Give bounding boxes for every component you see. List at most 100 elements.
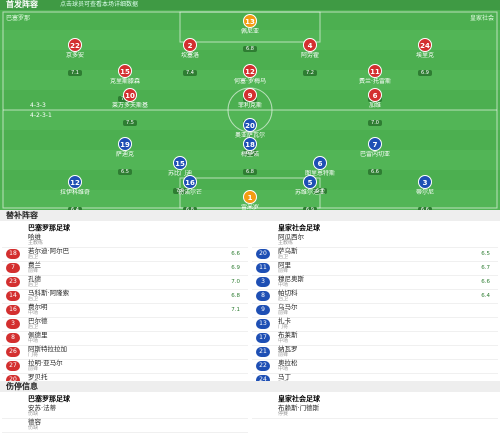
player-number: 9 [243,88,257,102]
injury-status: 停赛 [278,411,289,417]
player[interactable]: 7 巴雷内切亚 6.6 [335,137,415,177]
away-subs: 皇家社会足球 阿瓜西尔 主教练 20 萨乌斯 后卫 6.5 11 阿里 前锋 6.7 3 穆尼奥斯 中场 6… [252,222,498,388]
sub-row[interactable]: 14 马科斯·阿隆索 后卫 6.8 [2,290,248,304]
home-subs: 巴塞罗那足球 哈维 主教练 18 若尔迪·阿尔巴 后卫 6.6 7 费兰 前锋 6.9 23 孔德 后卫 7… [2,222,248,388]
sub-name: 阿里 [278,261,291,269]
player-name: 梅里诺 [240,151,259,158]
sub-row[interactable]: 22 奥拉松 中场 [252,360,498,374]
team-name: 巴塞罗那足球 [28,224,70,232]
sub-row[interactable]: 17 布莱斯 中场 [252,332,498,346]
sub-row[interactable]: 21 纳瓦罗 前锋 [252,346,498,360]
player[interactable]: 15 苏比门迪 7.0 [140,156,220,196]
sub-row[interactable]: 16 费尔明 中场 7.1 [2,304,248,318]
sub-position: 后卫 [28,254,39,260]
sub-number: 20 [6,375,20,385]
sub-row[interactable]: 26 阿斯特拉拉加 门将 [2,346,248,360]
player[interactable]: 12 拉伊科维奇 6.4 [35,175,115,210]
injury-name: 布赖斯·门德斯 [278,404,320,412]
sub-number: 16 [6,305,20,315]
sub-position: 中场 [28,310,39,316]
injury-row: 德容 伤缺 [2,419,248,433]
player[interactable]: 22 京多安 7.1 [35,38,115,78]
player[interactable]: 19 萨迪克 6.5 [85,137,165,177]
player[interactable]: 1 雷米罗 [210,190,290,210]
sub-number: 23 [6,277,20,287]
sub-rating: 7.1 [231,307,240,313]
player-name: 巴雷内切亚 [359,151,390,158]
sub-number: 27 [6,361,20,371]
player-name: 费兰·托雷斯 [359,78,391,85]
sub-row[interactable]: 3 穆尼奥斯 中场 6.6 [252,276,498,290]
player[interactable]: 13 佩尼亚 6.8 [210,14,290,54]
sub-row[interactable]: 13 扎卡 门将 [252,318,498,332]
player-name: 苏维尔迪亚 [294,189,325,196]
player-rating: 7.2 [303,70,317,76]
sub-number: 20 [256,249,270,259]
subtitle: 点击球员可查看本场详细数据 [60,1,139,8]
sub-position: 前锋 [28,366,39,372]
coach-role: 主教练 [28,240,44,246]
away-team: 皇家社会 [469,15,494,22]
player-number: 5 [303,175,317,189]
sub-row[interactable]: 8 佩德里 中场 [2,332,248,346]
player[interactable]: 20 奥亚萨瓦尔 6.9 [210,118,290,158]
player-number: 4 [303,38,317,52]
sub-row[interactable]: 23 孔德 后卫 7.0 [2,276,248,290]
player[interactable]: 3 蒂尔尼 6.6 [385,175,465,210]
away-formation: 4-2-3-1 [30,112,52,119]
sub-position: 中场 [278,366,289,372]
player-name: 埃里克 [415,52,434,59]
sub-name: 布莱斯 [278,331,298,339]
sub-row[interactable]: 7 费兰 前锋 6.9 [2,262,248,276]
player[interactable]: 6 加维 7.0 [335,88,415,128]
injury-name: 德容 [28,418,41,426]
player[interactable]: 18 梅里诺 6.8 [210,137,290,177]
player-number: 11 [368,64,382,78]
player-name: 莱万多夫斯基 [111,102,148,109]
player-rating: 6.6 [418,207,432,210]
player-number: 15 [173,156,187,170]
sub-rating: 6.5 [481,251,490,257]
player-number: 24 [418,38,432,52]
sub-number: 24 [256,375,270,385]
sub-name: 马丁 [278,373,291,381]
player-number: 16 [183,175,197,189]
sub-row[interactable]: 18 若尔迪·阿尔巴 后卫 6.6 [2,248,248,262]
player-number: 2 [183,38,197,52]
sub-row[interactable]: 27 拉明·亚马尔 前锋 [2,360,248,374]
sub-row[interactable]: 3 巴尔德 后卫 [2,318,248,332]
player-number: 6 [368,88,382,102]
sub-rating: 6.6 [231,251,240,257]
sub-row[interactable]: 8 帕切科 后卫 6.4 [252,290,498,304]
sub-position: 前锋 [278,352,289,358]
player[interactable]: 6 图里恩特斯 6.7 [280,156,360,196]
section-title: 首发阵容 [6,0,38,9]
player[interactable]: 5 苏维尔迪亚 6.9 [270,175,350,210]
player[interactable]: 16 勒诺尔芒 6.8 [150,175,230,210]
sub-rating: 6.8 [231,293,240,299]
sub-name: 佩德里 [28,331,48,339]
player[interactable]: 4 阿劳霍 7.2 [270,38,350,78]
sub-row[interactable]: 20 萨乌斯 后卫 6.5 [252,248,498,262]
header-bar: 首发阵容 点击球员可查看本场详细数据 [0,0,500,10]
player-name: 菲利克斯 [237,102,262,109]
sub-number: 3 [256,277,270,287]
coach-name: 阿瓜西尔 [278,233,304,241]
player[interactable]: 24 埃里克 6.9 [385,38,465,78]
player-rating: 6.8 [243,46,257,52]
player[interactable]: 2 坎塞洛 7.4 [150,38,230,78]
player-rating: 6.4 [68,207,82,210]
player-name: 苏比门迪 [167,170,192,177]
coach-row: 哈维 主教练 [2,234,248,248]
player-name: 京多安 [65,52,84,59]
player[interactable]: 10 莱万多夫斯基 7.5 [90,88,170,128]
sub-row[interactable]: 9 乌马尔 前锋 [252,304,498,318]
sub-row[interactable]: 11 阿里 前锋 6.7 [252,262,498,276]
sub-number: 8 [256,291,270,301]
sub-number: 26 [6,347,20,357]
sub-position: 中场 [28,338,39,344]
sub-position: 门将 [28,352,39,358]
sub-number: 17 [256,333,270,343]
player-rating: 6.8 [183,207,197,210]
